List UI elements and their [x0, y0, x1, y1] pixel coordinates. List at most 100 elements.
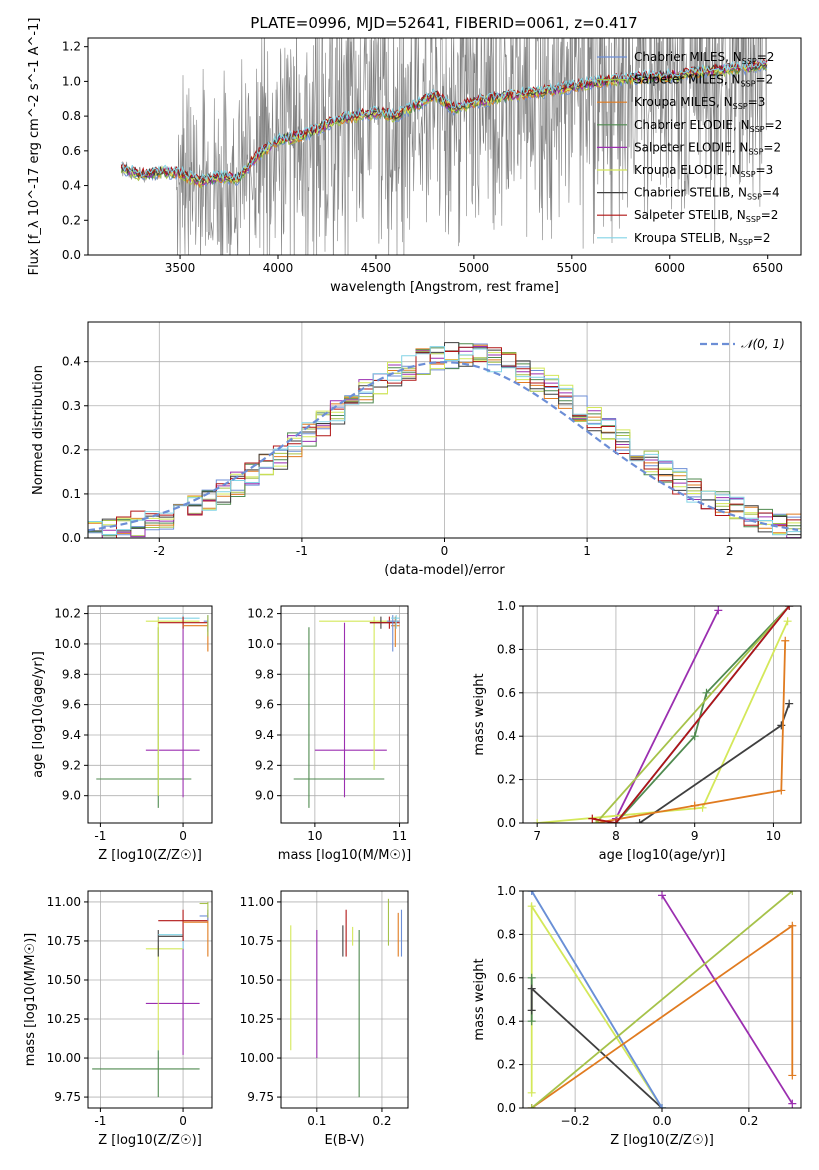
mass-weight-marker	[788, 891, 797, 895]
observed-spectrum-line	[121, 38, 767, 255]
legend-entry: Chabrier STELIB, NSSP=4	[634, 186, 780, 202]
x-tick-label: 9	[691, 829, 699, 843]
y-tick-label: 0.6	[62, 144, 81, 158]
y-tick-label: 0.8	[62, 109, 81, 123]
legend-entry: Salpeter STELIB, NSSP=2	[634, 208, 778, 224]
legend-subscript: SSP	[733, 102, 748, 111]
y-axis-label: Normed distribution	[31, 365, 46, 495]
x-tick-label: 0	[179, 1114, 187, 1128]
y-axis-label: Flux [f_λ 10^-17 erg cm^-2 s^-1 A^-1]	[27, 18, 42, 276]
x-tick-label: 6500	[752, 261, 783, 275]
mass-weight-line	[661, 894, 794, 1105]
mass-weight-marker	[592, 819, 601, 823]
mass-weight-marker	[658, 1104, 666, 1108]
legend-subscript: SSP	[738, 238, 753, 247]
x-tick-label: 4500	[361, 261, 392, 275]
y-tick-label: 0.0	[497, 1101, 516, 1115]
x-tick-label: 5000	[459, 261, 490, 275]
legend-entry: Kroupa ELODIE, NSSP=3	[634, 163, 773, 179]
mass-weight-marker	[783, 617, 792, 626]
y-tick-label: 10.25	[240, 1012, 274, 1026]
x-tick-label: 8	[612, 829, 620, 843]
legend-count: =2	[756, 73, 774, 87]
mass-weight-line	[615, 609, 720, 820]
legend-count: =3	[748, 95, 766, 109]
mass-weight-marker	[690, 801, 699, 810]
mass-weight-line	[531, 891, 793, 1108]
mass-weight-marker	[777, 721, 786, 730]
axes-frame	[280, 890, 409, 1109]
x-tick-label: -1	[296, 544, 308, 558]
legend-name: Chabrier STELIB, N	[634, 186, 747, 200]
y-tick-label: 1.0	[62, 74, 81, 88]
legend-count: =2	[763, 140, 781, 154]
y-tick-label: 1.0	[497, 884, 516, 898]
y-tick-label: 0.2	[497, 1058, 516, 1072]
weight_vs_Z-axes: −0.2 0.0 0.2 0.0 0.2 0.4 0.6 0.8 1.0 Z [log10(Z/Z…	[472, 884, 802, 1148]
y-tick-label: 0.6	[497, 686, 516, 700]
legend-subscript: SSP	[748, 147, 763, 156]
y-tick-label: 10.0	[54, 637, 81, 651]
residuals-axes: -2 -1 0 1 2 0.0 0.1 0.2 0.3 0.4 (data-model)/error…	[31, 321, 802, 578]
y-tick-label: 9.6	[255, 698, 274, 712]
mass-weight-marker	[702, 688, 711, 697]
mass-weight-line	[595, 606, 790, 823]
x-tick-label: -1	[94, 1114, 106, 1128]
x-tick-label: 4000	[263, 261, 294, 275]
y-tick-label: 0.8	[497, 642, 516, 656]
mass-weight-marker	[527, 1104, 536, 1108]
y-tick-label: 11.00	[240, 895, 274, 909]
mass-weight-marker	[785, 699, 794, 708]
legend-entry: Chabrier MILES, NSSP=2	[634, 50, 774, 66]
y-tick-label: 0.4	[497, 729, 516, 743]
y-tick-label: 0.0	[62, 248, 81, 262]
mass-weight-marker	[527, 984, 536, 993]
mass-weight-marker	[781, 636, 790, 645]
x-tick-label: 10	[307, 829, 322, 843]
histogram-step-line	[88, 350, 801, 535]
mass-weight-marker	[527, 1006, 536, 1015]
y-tick-label: 0.4	[497, 1014, 516, 1028]
mass_vs_Z-axes: -1 0 9.75 10.00 10.25 10.50 10.75 11.00 Z [log10…	[23, 890, 213, 1148]
legend-entry: Kroupa STELIB, NSSP=2	[634, 231, 771, 247]
y-tick-label: 9.2	[62, 758, 81, 772]
legend-name: Kroupa MILES, N	[634, 95, 733, 109]
legend-name: Salpeter ELODIE, N	[634, 140, 748, 154]
mass-weight-marker	[527, 902, 536, 911]
mass-weight-line	[615, 606, 790, 823]
x-axis-label: age [log10(age/yr)]	[599, 848, 726, 863]
gaussian-reference-curve	[88, 360, 799, 532]
y-axis-label: age [log10(age/yr)]	[31, 651, 46, 778]
mass-weight-marker	[788, 1071, 797, 1080]
legend-subscript: SSP	[750, 125, 765, 134]
y-tick-label: 1.0	[497, 599, 516, 613]
mass-weight-marker	[611, 819, 620, 823]
legend-name: Chabrier ELODIE, N	[634, 118, 750, 132]
y-tick-label: 10.2	[54, 607, 81, 621]
mass-weight-marker	[588, 814, 597, 823]
gaussian-legend-label: 𝒩(0, 1)	[741, 337, 785, 351]
y-tick-label: 9.75	[54, 1090, 81, 1104]
x-tick-label: 10	[766, 829, 781, 843]
y-tick-label: 10.0	[247, 637, 274, 651]
y-tick-label: 9.0	[255, 789, 274, 803]
x-tick-label: 0.0	[652, 1114, 671, 1128]
mass-weight-marker	[527, 1017, 536, 1026]
y-tick-label: 10.75	[240, 934, 274, 948]
x-tick-label: 5500	[557, 261, 588, 275]
mass_vs_ebv-plot-area	[290, 898, 403, 1098]
mass-weight-marker	[533, 819, 542, 823]
x-axis-label: Z [log10(Z/Z☉)]	[98, 848, 202, 863]
x-tick-label: 2	[726, 544, 734, 558]
mass-weight-marker	[714, 606, 723, 615]
legend-subscript: SSP	[741, 80, 756, 89]
spectrum-plot-area	[120, 38, 768, 255]
model-spectrum-line	[121, 60, 768, 185]
legend-entry: Salpeter ELODIE, NSSP=2	[634, 140, 781, 156]
legend-count: =2	[757, 50, 775, 64]
x-tick-label: -2	[153, 544, 165, 558]
y-tick-label: 0.6	[497, 971, 516, 985]
mass_vs_ebv-axes: 0.1 0.2 9.75 10.00 10.25 10.50 10.75 11.00 E(B-V…	[240, 890, 409, 1148]
x-tick-label: 0	[441, 544, 449, 558]
